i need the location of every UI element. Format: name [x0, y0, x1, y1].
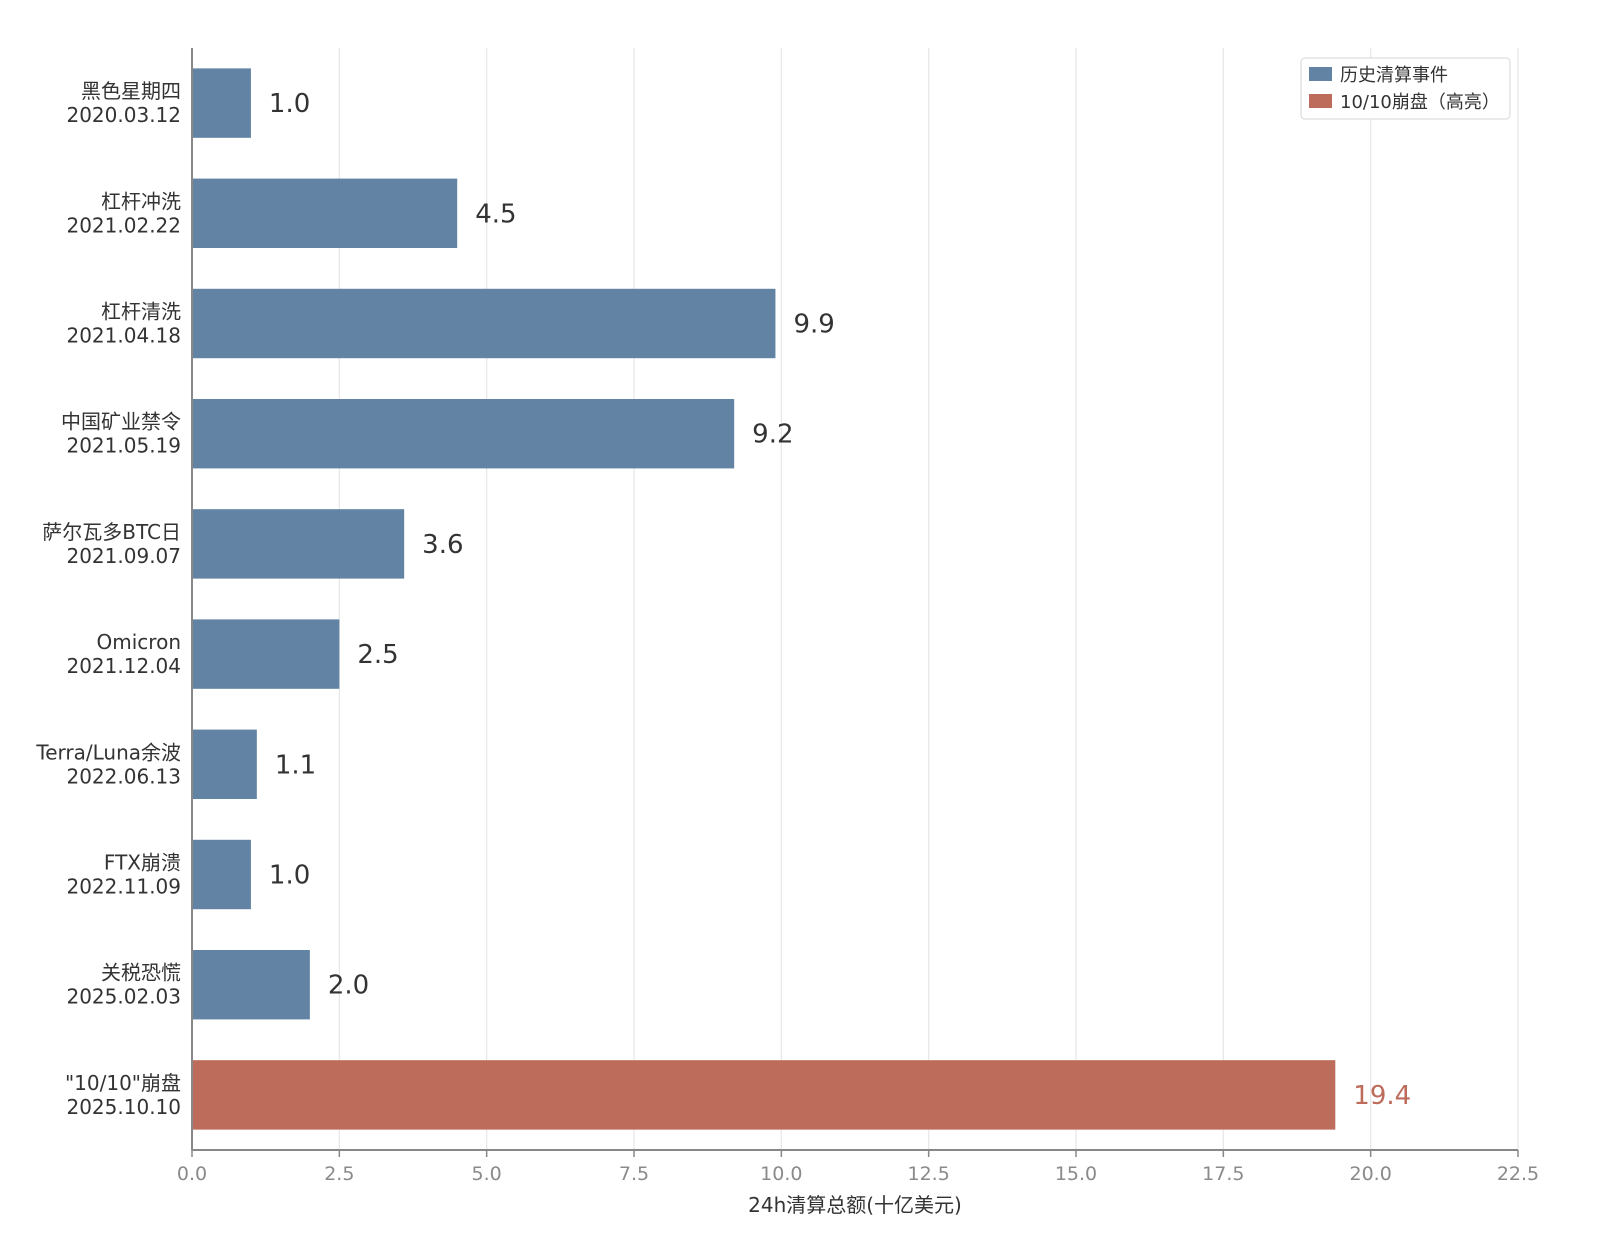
- category-date: 2025.10.10: [66, 1095, 181, 1119]
- category-date: 2021.09.07: [66, 544, 181, 568]
- bar: [192, 619, 340, 689]
- category-date: 2021.05.19: [66, 434, 181, 458]
- category-date: 2022.11.09: [66, 875, 181, 899]
- data-label: 1.1: [275, 750, 316, 780]
- legend-label: 10/10崩盘（高亮）: [1340, 92, 1500, 113]
- bars: [192, 68, 1336, 1130]
- x-tick-label: 17.5: [1202, 1163, 1244, 1185]
- data-label: 4.5: [475, 199, 516, 229]
- data-label: 3.6: [422, 530, 463, 560]
- x-tick-label: 10.0: [760, 1163, 802, 1185]
- legend-swatch: [1309, 67, 1332, 81]
- bar: [192, 178, 458, 249]
- bar: [192, 949, 310, 1020]
- category-date: 2025.02.03: [66, 985, 181, 1009]
- bar: [192, 68, 251, 138]
- x-tick-label: 22.5: [1497, 1163, 1539, 1185]
- x-tick-label: 7.5: [619, 1163, 649, 1185]
- x-tick-label: 20.0: [1350, 1163, 1392, 1185]
- data-label: 2.0: [328, 971, 369, 1001]
- data-label: 2.5: [357, 640, 398, 670]
- category-date: 2022.06.13: [66, 764, 181, 788]
- category-name: 关税恐慌: [101, 961, 181, 985]
- category-name: 杠杆清洗: [101, 300, 181, 324]
- data-label: 19.4: [1353, 1081, 1411, 1111]
- category-name: 黑色星期四: [81, 79, 181, 103]
- legend-label: 历史清算事件: [1340, 65, 1448, 86]
- x-tick-label: 15.0: [1055, 1163, 1097, 1185]
- legend-swatch: [1309, 94, 1332, 108]
- legend-box: [1300, 57, 1511, 120]
- x-axis-title: 24h清算总额(十亿美元): [748, 1193, 962, 1217]
- category-name: "10/10"崩盘: [65, 1071, 181, 1095]
- x-tick-label: 2.5: [324, 1163, 354, 1185]
- category-name: 萨尔瓦多BTC日: [42, 520, 181, 544]
- legend: 历史清算事件 10/10崩盘（高亮）: [1300, 57, 1511, 120]
- axes: 0.0 2.5 5.0 7.5 10.0 12.5 15.0 17.5 20.0 22.5 24h清…: [177, 48, 1539, 1217]
- bar: [192, 509, 405, 579]
- category-name: 杠杆冲洗: [101, 189, 181, 213]
- category-name: Terra/Luna余波: [35, 740, 181, 764]
- category-name: 中国矿业禁令: [61, 410, 181, 434]
- grid-lines: [338, 48, 1519, 1150]
- category-date: 2021.04.18: [66, 324, 181, 348]
- x-tick-label: 0.0: [177, 1163, 207, 1185]
- bar: [192, 729, 257, 800]
- bar: [192, 288, 776, 359]
- bar: [192, 839, 251, 910]
- data-label: 1.0: [269, 861, 310, 891]
- category-name: Omicron: [97, 630, 181, 654]
- category-date: 2021.02.22: [66, 213, 181, 237]
- value-labels: 1.0 4.5 9.9 9.2 3.6 2.5 1.1 1.0 2.0 19.4: [269, 89, 1411, 1111]
- category-date: 2020.03.12: [66, 103, 181, 127]
- x-tick-label: 12.5: [908, 1163, 950, 1185]
- data-label: 9.2: [752, 420, 793, 450]
- bar: [192, 398, 735, 469]
- data-label: 9.9: [793, 310, 834, 340]
- category-date: 2021.12.04: [66, 654, 181, 678]
- category-name: FTX崩溃: [104, 851, 181, 875]
- bar: [192, 1060, 1336, 1130]
- x-tick-label: 5.0: [472, 1163, 502, 1185]
- data-label: 1.0: [269, 89, 310, 119]
